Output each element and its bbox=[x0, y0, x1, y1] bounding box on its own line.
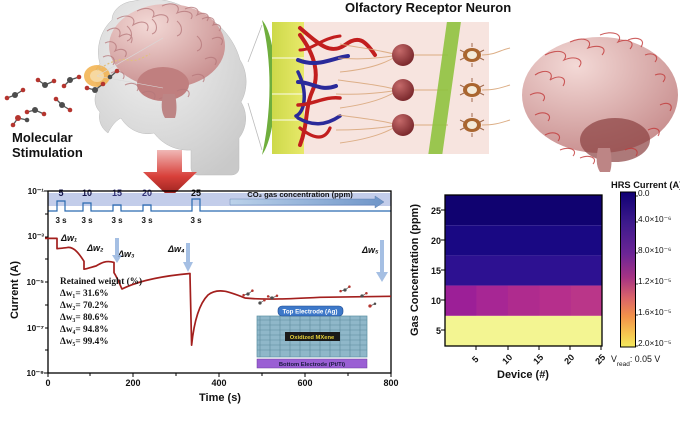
svg-text:Top Electrode (Ag): Top Electrode (Ag) bbox=[283, 309, 338, 316]
svg-text:Bottom Electrode (Pt/Ti): Bottom Electrode (Pt/Ti) bbox=[279, 362, 345, 368]
svg-text:3 s: 3 s bbox=[81, 216, 93, 225]
svg-text:5: 5 bbox=[58, 188, 63, 198]
svg-text:10⁻³: 10⁻³ bbox=[28, 231, 45, 241]
svg-text:1.6×10⁻⁵: 1.6×10⁻⁵ bbox=[638, 307, 671, 317]
svg-text:2.0×10⁻⁵: 2.0×10⁻⁵ bbox=[638, 338, 671, 348]
svg-text:Oxidized MXene: Oxidized MXene bbox=[290, 335, 335, 341]
svg-text:25: 25 bbox=[191, 188, 201, 198]
svg-text:Δw₁= 31.6%: Δw₁= 31.6% bbox=[60, 289, 109, 299]
svg-text:3 s: 3 s bbox=[141, 216, 153, 225]
svg-text:Device (#): Device (#) bbox=[497, 369, 549, 381]
svg-text:3 s: 3 s bbox=[190, 216, 202, 225]
svg-text:10⁻⁹: 10⁻⁹ bbox=[26, 368, 44, 378]
svg-text:3 s: 3 s bbox=[111, 216, 123, 225]
svg-text:5: 5 bbox=[470, 354, 481, 365]
svg-text:8.0×10⁻⁶: 8.0×10⁻⁶ bbox=[638, 245, 671, 255]
svg-text:Gas Concentration (ppm): Gas Concentration (ppm) bbox=[409, 204, 421, 336]
svg-text:10: 10 bbox=[82, 188, 92, 198]
svg-text:10: 10 bbox=[500, 352, 514, 366]
svg-text:20: 20 bbox=[142, 188, 152, 198]
svg-text:4.0×10⁻⁶: 4.0×10⁻⁶ bbox=[638, 214, 671, 224]
svg-text:20: 20 bbox=[431, 236, 441, 246]
svg-text:3 s: 3 s bbox=[55, 216, 67, 225]
svg-text:Δw₃= 80.6%: Δw₃= 80.6% bbox=[60, 313, 109, 323]
svg-text:15: 15 bbox=[431, 266, 441, 276]
svg-text:200: 200 bbox=[125, 378, 140, 388]
svg-text:15: 15 bbox=[531, 352, 545, 366]
svg-text:Current (A): Current (A) bbox=[9, 261, 21, 319]
svg-text:Stimulation: Stimulation bbox=[12, 145, 83, 160]
svg-text:Vread: 0.05 V: Vread: 0.05 V bbox=[611, 354, 660, 368]
svg-text:0: 0 bbox=[45, 378, 50, 388]
svg-text:600: 600 bbox=[297, 378, 312, 388]
svg-text:25: 25 bbox=[593, 352, 607, 366]
svg-text:10: 10 bbox=[431, 296, 441, 306]
svg-text:Δw₅: Δw₅ bbox=[361, 245, 379, 255]
svg-text:0.0: 0.0 bbox=[638, 188, 650, 198]
svg-text:15: 15 bbox=[112, 188, 122, 198]
svg-text:Δw₄: Δw₄ bbox=[167, 244, 185, 254]
svg-text:400: 400 bbox=[211, 378, 226, 388]
svg-text:Molecular: Molecular bbox=[12, 130, 73, 145]
svg-text:800: 800 bbox=[383, 378, 398, 388]
svg-text:10⁻¹: 10⁻¹ bbox=[28, 186, 45, 196]
svg-text:Δw₄= 94.8%: Δw₄= 94.8% bbox=[60, 325, 109, 335]
svg-text:20: 20 bbox=[562, 352, 576, 366]
svg-text:Δw₂= 70.2%: Δw₂= 70.2% bbox=[60, 301, 109, 311]
svg-text:Time (s): Time (s) bbox=[199, 392, 241, 404]
svg-text:Retained weight (%): Retained weight (%) bbox=[60, 276, 142, 287]
svg-text:1.2×10⁻⁵: 1.2×10⁻⁵ bbox=[638, 276, 671, 286]
svg-text:Δw₁: Δw₁ bbox=[60, 233, 77, 243]
svg-text:5: 5 bbox=[436, 326, 441, 336]
svg-text:Δw₅= 99.4%: Δw₅= 99.4% bbox=[60, 337, 109, 347]
svg-text:Olfactory Receptor Neuron: Olfactory Receptor Neuron bbox=[345, 0, 511, 15]
svg-text:Δw₂: Δw₂ bbox=[86, 243, 104, 253]
svg-text:10⁻⁷: 10⁻⁷ bbox=[27, 323, 45, 333]
svg-text:25: 25 bbox=[431, 206, 441, 216]
svg-text:10⁻⁵: 10⁻⁵ bbox=[26, 277, 44, 287]
